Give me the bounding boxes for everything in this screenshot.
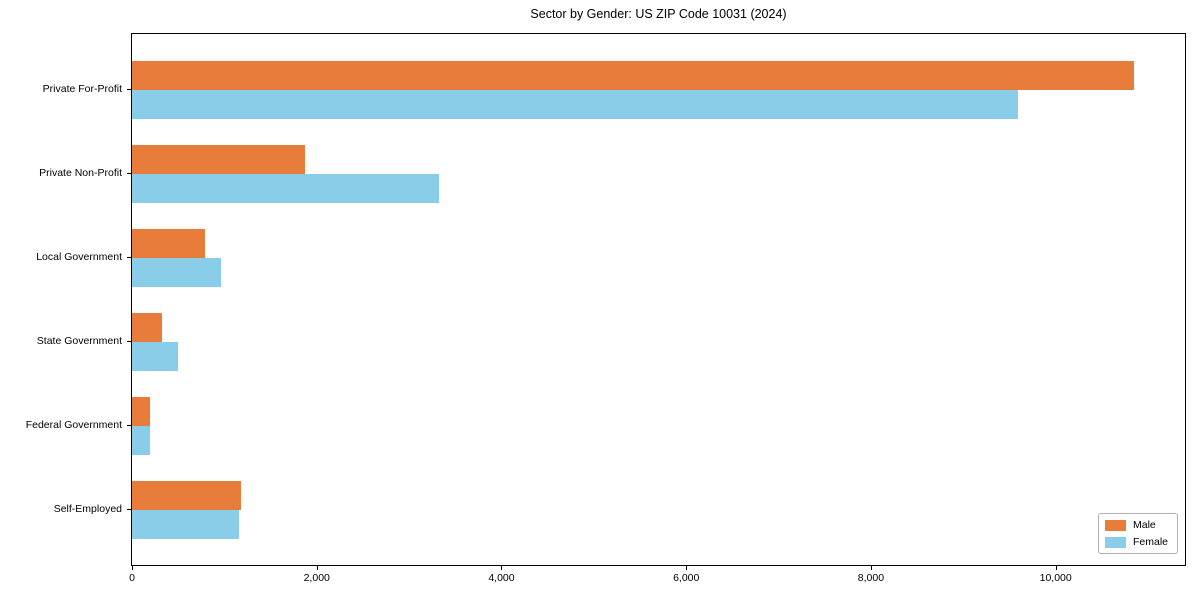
y-tick-mark	[127, 509, 131, 510]
y-tick-label-private-non-profit: Private Non-Profit	[39, 167, 122, 179]
legend-item-male: Male	[1104, 519, 1168, 531]
y-tick-mark	[127, 89, 131, 90]
legend-swatch-female	[1104, 536, 1126, 548]
x-tick-mark	[316, 566, 318, 570]
legend-item-female: Female	[1104, 536, 1168, 548]
y-tick-label-federal-government: Federal Government	[25, 419, 122, 431]
x-tick-mark	[1055, 566, 1057, 570]
bar-female-private-for-profit	[132, 90, 1019, 119]
y-tick-mark	[127, 425, 131, 426]
legend: Male Female	[1097, 513, 1178, 554]
bar-male-self-employed	[132, 481, 241, 510]
y-tick-label-local-government: Local Government	[36, 251, 122, 263]
y-tick-label-self-employed: Self-Employed	[53, 503, 122, 515]
chart-title: Sector by Gender: US ZIP Code 10031 (202…	[530, 7, 787, 21]
bar-female-federal-government	[132, 426, 150, 455]
y-tick-mark	[127, 173, 131, 174]
plot-area: Male Female	[131, 33, 1186, 566]
x-tick-label-4-000: 4,000	[488, 572, 515, 584]
legend-label-female: Female	[1132, 536, 1168, 548]
bar-female-state-government	[132, 342, 179, 371]
bar-male-local-government	[132, 229, 206, 258]
bar-male-state-government	[132, 313, 163, 342]
bar-female-private-non-profit	[132, 174, 440, 203]
bar-male-federal-government	[132, 397, 150, 426]
x-tick-label-8-000: 8,000	[857, 572, 885, 584]
x-tick-mark	[686, 566, 688, 570]
x-tick-label-0: 0	[129, 572, 135, 584]
bar-female-self-employed	[132, 510, 240, 539]
y-tick-label-state-government: State Government	[36, 335, 122, 347]
x-tick-mark	[501, 566, 503, 570]
bar-male-private-for-profit	[132, 61, 1135, 90]
x-tick-label-10-000: 10,000	[1039, 572, 1072, 584]
legend-label-male: Male	[1132, 519, 1156, 531]
legend-swatch-male	[1104, 519, 1126, 531]
x-tick-mark	[870, 566, 872, 570]
x-tick-label-6-000: 6,000	[673, 572, 700, 584]
bar-male-private-non-profit	[132, 145, 305, 174]
y-tick-mark	[127, 341, 131, 342]
x-tick-label-2-000: 2,000	[303, 572, 330, 584]
x-tick-mark	[132, 566, 133, 570]
bar-female-local-government	[132, 258, 222, 287]
y-tick-label-private-for-profit: Private For-Profit	[42, 83, 122, 95]
y-tick-mark	[127, 257, 131, 258]
